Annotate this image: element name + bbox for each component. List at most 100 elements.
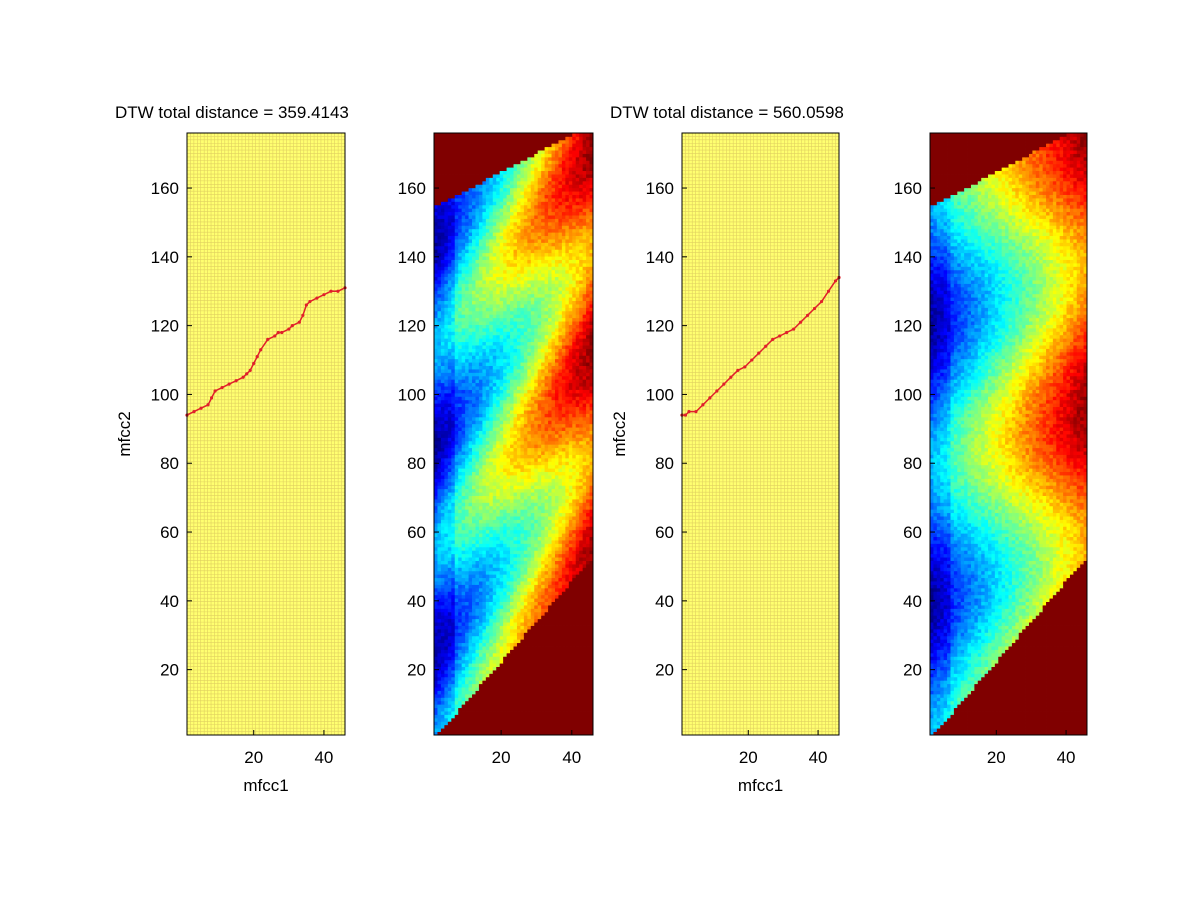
heatmap-cell — [523, 430, 528, 435]
heatmap-cell — [510, 632, 514, 637]
heatmap-cell — [468, 680, 473, 685]
heatmap-cell — [472, 628, 476, 633]
heatmap-cell — [582, 635, 587, 640]
heatmap-cell — [482, 656, 487, 661]
heatmap-cell — [510, 697, 514, 702]
heatmap-cell — [586, 440, 590, 445]
heatmap-cell — [527, 399, 532, 404]
heatmap-cell — [568, 632, 573, 637]
heatmap-cell — [534, 584, 539, 589]
heatmap-cell — [582, 581, 587, 585]
heatmap-cell — [568, 693, 573, 698]
heatmap-cell — [465, 728, 469, 732]
heatmap-cell — [458, 396, 463, 401]
heatmap-cell — [444, 413, 449, 418]
y-axis-label: mfcc2 — [115, 411, 134, 456]
heatmap-cell — [454, 386, 459, 390]
heatmap-cell — [454, 461, 459, 466]
heatmap-cell — [579, 427, 584, 431]
heatmap-cell — [527, 560, 532, 565]
heatmap-cell — [534, 495, 539, 500]
heatmap-cell — [513, 468, 518, 473]
heatmap-cell — [472, 724, 476, 729]
heatmap-cell — [589, 670, 594, 674]
heatmap-cell — [516, 509, 521, 514]
heatmap-cell — [568, 646, 573, 650]
heatmap-cell — [513, 389, 518, 394]
heatmap-cell — [579, 663, 584, 667]
heatmap-cell — [565, 553, 570, 558]
heatmap-cell — [499, 574, 504, 579]
heatmap-cell — [482, 659, 487, 664]
heatmap-cell — [503, 652, 507, 657]
heatmap-cell — [468, 560, 473, 565]
heatmap-cell — [472, 471, 476, 476]
heatmap-cell — [530, 399, 535, 404]
heatmap-cell — [568, 468, 573, 473]
heatmap-cell — [537, 457, 542, 462]
heatmap-cell — [537, 444, 542, 449]
heatmap-cell — [434, 611, 438, 616]
heatmap-cell — [451, 416, 456, 421]
heatmap-cell — [468, 440, 473, 445]
heatmap-cell — [548, 557, 552, 561]
heatmap-cell — [537, 611, 542, 616]
heatmap-cell — [572, 652, 577, 657]
heatmap-cell — [558, 553, 563, 558]
heatmap-cell — [537, 526, 542, 531]
heatmap-cell — [534, 687, 539, 691]
heatmap-cell — [478, 420, 483, 425]
heatmap-cell — [440, 495, 445, 500]
heatmap-cell — [472, 386, 476, 390]
heatmap-cell — [568, 598, 573, 602]
heatmap-cell — [561, 673, 566, 678]
heatmap-cell — [451, 690, 456, 695]
heatmap-cell — [496, 420, 501, 425]
heatmap-cell — [565, 447, 570, 452]
heatmap-cell — [586, 505, 590, 510]
heatmap-cell — [527, 642, 532, 647]
heatmap-cell — [482, 591, 487, 596]
heatmap-cell — [482, 605, 487, 609]
heatmap-cell — [440, 522, 445, 527]
heatmap-cell — [589, 567, 594, 572]
heatmap-cell — [561, 584, 566, 589]
heatmap-cell — [575, 598, 580, 602]
heatmap-cell — [465, 382, 469, 387]
heatmap-cell — [513, 625, 518, 630]
heatmap-cell — [568, 570, 573, 575]
heatmap-cell — [548, 519, 552, 524]
heatmap-cell — [434, 410, 438, 414]
heatmap-cell — [458, 540, 463, 544]
heatmap-cell — [548, 423, 552, 428]
heatmap-cell — [468, 457, 473, 462]
heatmap-cell — [458, 608, 463, 613]
heatmap-cell — [489, 386, 494, 390]
heatmap-cell — [461, 447, 466, 452]
heatmap-cell — [572, 423, 577, 428]
heatmap-cell — [530, 434, 535, 438]
heatmap-cell — [572, 536, 577, 541]
heatmap-cell — [530, 649, 535, 654]
heatmap-cell — [520, 454, 525, 459]
heatmap-cell — [510, 420, 514, 425]
heatmap-cell — [461, 464, 466, 469]
heatmap-cell — [489, 721, 494, 726]
heatmap-cell — [582, 618, 587, 623]
heatmap-cell — [548, 481, 552, 486]
heatmap-cell — [558, 475, 563, 479]
heatmap-cell — [482, 652, 487, 657]
heatmap-cell — [527, 485, 532, 490]
heatmap-cell — [468, 639, 473, 644]
heatmap-cell — [523, 406, 528, 411]
heatmap-cell — [516, 598, 521, 602]
heatmap-cell — [568, 581, 573, 585]
heatmap-cell — [482, 601, 487, 606]
heatmap-cell — [568, 649, 573, 654]
heatmap-cell — [534, 714, 539, 719]
heatmap-cell — [478, 693, 483, 698]
heatmap-cell — [537, 430, 542, 435]
heatmap-cell — [451, 581, 456, 585]
heatmap-cell — [572, 416, 577, 421]
heatmap-cell — [541, 615, 546, 620]
